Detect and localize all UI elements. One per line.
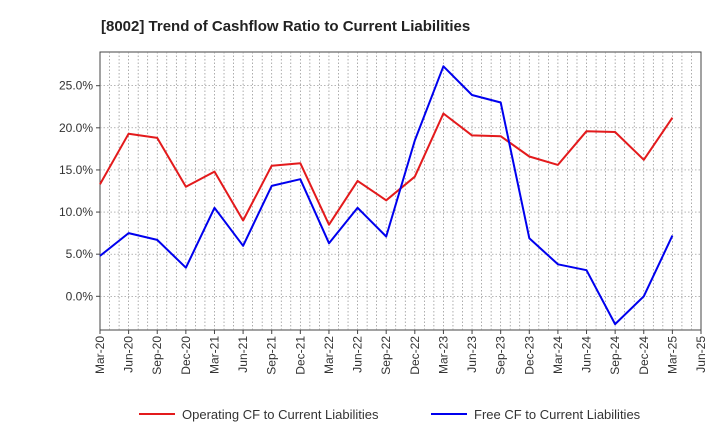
- x-tick-label: Dec-24: [637, 336, 651, 375]
- x-tick-label: Mar-25: [665, 336, 679, 374]
- series-line-operating-cf: [99, 112, 674, 226]
- legend-label-free: Free CF to Current Liabilities: [474, 407, 641, 422]
- legend: Operating CF to Current Liabilities Free…: [139, 407, 641, 422]
- x-tick-label: Sep-24: [608, 336, 622, 375]
- x-tick-label: Mar-22: [322, 336, 336, 374]
- x-tick-label: Mar-24: [551, 336, 565, 374]
- x-tick-label: Dec-21: [293, 336, 307, 375]
- x-tick-label: Jun-23: [465, 336, 479, 373]
- x-tick-label: Sep-21: [265, 336, 279, 375]
- y-tick-label: 10.0%: [59, 205, 93, 219]
- x-tick-label: Dec-23: [522, 336, 536, 375]
- x-tick-label: Dec-20: [179, 336, 193, 375]
- y-tick-label: 25.0%: [59, 79, 93, 93]
- x-tick-label: Jun-22: [351, 336, 365, 373]
- x-tick-label: Jun-25: [694, 336, 708, 373]
- y-tick-label: 15.0%: [59, 163, 93, 177]
- series-line-free-cf: [99, 65, 674, 326]
- x-tick-label: Sep-23: [494, 336, 508, 375]
- x-tick-label: Dec-22: [408, 336, 422, 375]
- legend-label-operating: Operating CF to Current Liabilities: [182, 407, 379, 422]
- series-lines: [99, 65, 674, 326]
- y-tick-label: 5.0%: [66, 247, 94, 261]
- x-tick-label: Mar-23: [436, 336, 450, 374]
- x-tick-label: Mar-21: [207, 336, 221, 374]
- x-tick-label: Jun-24: [580, 336, 594, 373]
- x-tick-label: Mar-20: [93, 336, 107, 374]
- y-tick-label: 20.0%: [59, 121, 93, 135]
- grid-lines: [100, 52, 701, 330]
- y-tick-label: 0.0%: [66, 289, 94, 303]
- x-tick-label: Sep-22: [379, 336, 393, 375]
- x-tick-label: Jun-20: [122, 336, 136, 373]
- chart-title: [8002] Trend of Cashflow Ratio to Curren…: [101, 18, 470, 35]
- x-axis: Mar-20 Jun-20 Sep-20 Dec-20 Mar-21 Jun-21 Sep-…: [93, 330, 708, 375]
- x-tick-label: Jun-21: [236, 336, 250, 373]
- y-axis: 0.0% 5.0% 10.0% 15.0% 20.0% 25.0%: [59, 79, 100, 303]
- x-tick-label: Sep-20: [150, 336, 164, 375]
